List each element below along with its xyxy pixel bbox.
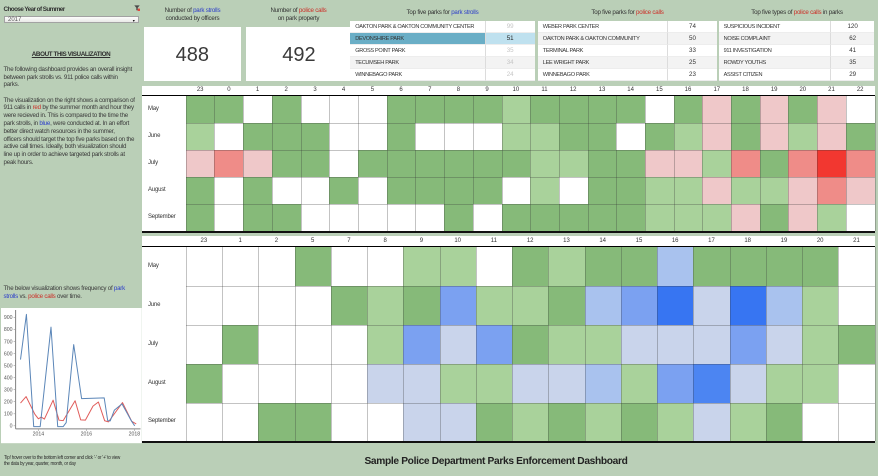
svg-text:700: 700	[4, 340, 13, 346]
svg-text:2018: 2018	[128, 432, 140, 438]
svg-text:300: 300	[4, 388, 13, 394]
svg-text:400: 400	[4, 376, 13, 382]
svg-text:500: 500	[4, 364, 13, 370]
svg-text:2016: 2016	[80, 432, 92, 438]
svg-text:900: 900	[4, 316, 13, 322]
svg-text:800: 800	[4, 328, 13, 334]
svg-text:0: 0	[9, 424, 12, 430]
svg-text:2014: 2014	[32, 432, 44, 438]
svg-text:200: 200	[4, 400, 13, 406]
svg-text:100: 100	[4, 412, 13, 418]
svg-text:600: 600	[4, 352, 13, 358]
